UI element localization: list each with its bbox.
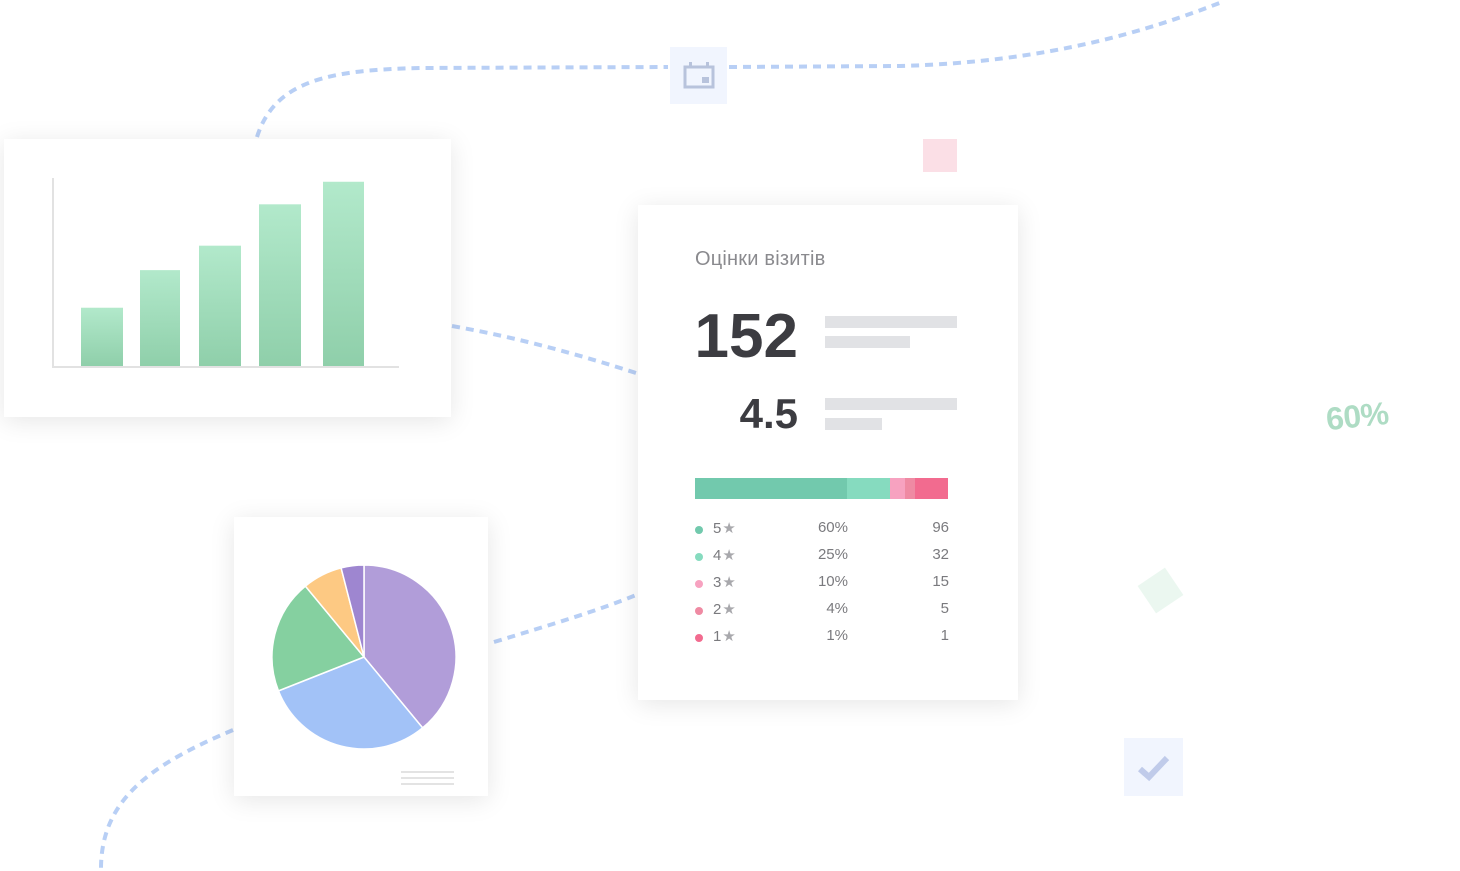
legend-row-4-stars: 4★ 25% 32 bbox=[695, 546, 949, 575]
star-icon: ★ bbox=[722, 574, 736, 591]
pie-slices bbox=[271, 564, 457, 750]
bar-chart bbox=[52, 178, 399, 368]
calendar-tile bbox=[670, 47, 727, 104]
legend-row-3-stars: 3★ 10% 15 bbox=[695, 573, 949, 602]
pie-slice bbox=[277, 656, 424, 750]
card-title: Оцінки візитів bbox=[695, 248, 826, 270]
star-icon: ★ bbox=[722, 520, 736, 537]
rating-legend: 5★ 60% 96 4★ 25% 32 3★ 10% 15 2★ 4% 5 1★… bbox=[695, 519, 949, 656]
legend-row-2-stars: 2★ 4% 5 bbox=[695, 600, 949, 629]
legend-placeholder-lines bbox=[401, 771, 454, 785]
count-value: 96 bbox=[932, 519, 949, 536]
percent-value: 25% bbox=[817, 546, 848, 563]
pie-chart bbox=[271, 564, 457, 785]
bar bbox=[81, 307, 123, 366]
rating-distribution-bar bbox=[695, 478, 948, 499]
color-dot bbox=[695, 634, 703, 642]
bar-chart-card bbox=[4, 139, 451, 417]
percent-value: 60% bbox=[817, 519, 848, 536]
bar bbox=[199, 245, 241, 366]
placeholder-line bbox=[825, 316, 957, 328]
pie-chart-card bbox=[234, 517, 488, 796]
percent-badge-decoration: 60% bbox=[1324, 394, 1391, 438]
star-icon: ★ bbox=[722, 628, 736, 645]
total-ratings-count: 152 bbox=[694, 302, 798, 371]
count-value: 1 bbox=[940, 627, 949, 644]
star-level: 4 bbox=[713, 547, 722, 564]
count-value: 5 bbox=[940, 600, 949, 617]
distribution-segment bbox=[915, 478, 948, 499]
distribution-segment bbox=[695, 478, 847, 499]
color-dot bbox=[695, 607, 703, 615]
placeholder-line bbox=[825, 336, 910, 348]
visit-ratings-card: Оцінки візитів 152 4.5 5★ 60% 96 4★ 25% … bbox=[638, 205, 1018, 700]
legend-row-5-stars: 5★ 60% 96 bbox=[695, 519, 949, 548]
star-level: 3 bbox=[713, 574, 722, 591]
calendar-icon bbox=[683, 62, 715, 89]
checkmark-icon bbox=[1138, 755, 1170, 782]
distribution-segment bbox=[889, 478, 905, 499]
count-value: 32 bbox=[932, 546, 949, 563]
star-icon: ★ bbox=[722, 601, 736, 618]
bar bbox=[323, 181, 364, 366]
pie-slice bbox=[363, 564, 457, 729]
star-level: 2 bbox=[713, 601, 722, 618]
bars bbox=[81, 181, 364, 366]
count-value: 15 bbox=[932, 573, 949, 590]
color-dot bbox=[695, 526, 703, 534]
star-icon: ★ bbox=[722, 547, 736, 564]
distribution-segment bbox=[904, 478, 916, 499]
pie-slice bbox=[271, 585, 366, 692]
legend-row-1-star: 1★ 1% 1 bbox=[695, 627, 949, 656]
placeholder-line bbox=[825, 398, 957, 410]
star-level: 5 bbox=[713, 520, 722, 537]
percent-value: 1% bbox=[826, 627, 848, 644]
distribution-segment bbox=[846, 478, 890, 499]
percent-value: 4% bbox=[826, 600, 848, 617]
percent-value: 10% bbox=[817, 573, 848, 590]
pie-slice bbox=[340, 564, 365, 658]
placeholder-line bbox=[825, 418, 882, 430]
check-tile bbox=[1124, 738, 1183, 796]
bar bbox=[259, 204, 301, 366]
star-level: 1 bbox=[713, 628, 722, 645]
bar bbox=[140, 270, 180, 366]
color-dot bbox=[695, 580, 703, 588]
average-rating: 4.5 bbox=[739, 390, 798, 437]
pink-square-decoration bbox=[923, 139, 957, 172]
color-dot bbox=[695, 553, 703, 561]
